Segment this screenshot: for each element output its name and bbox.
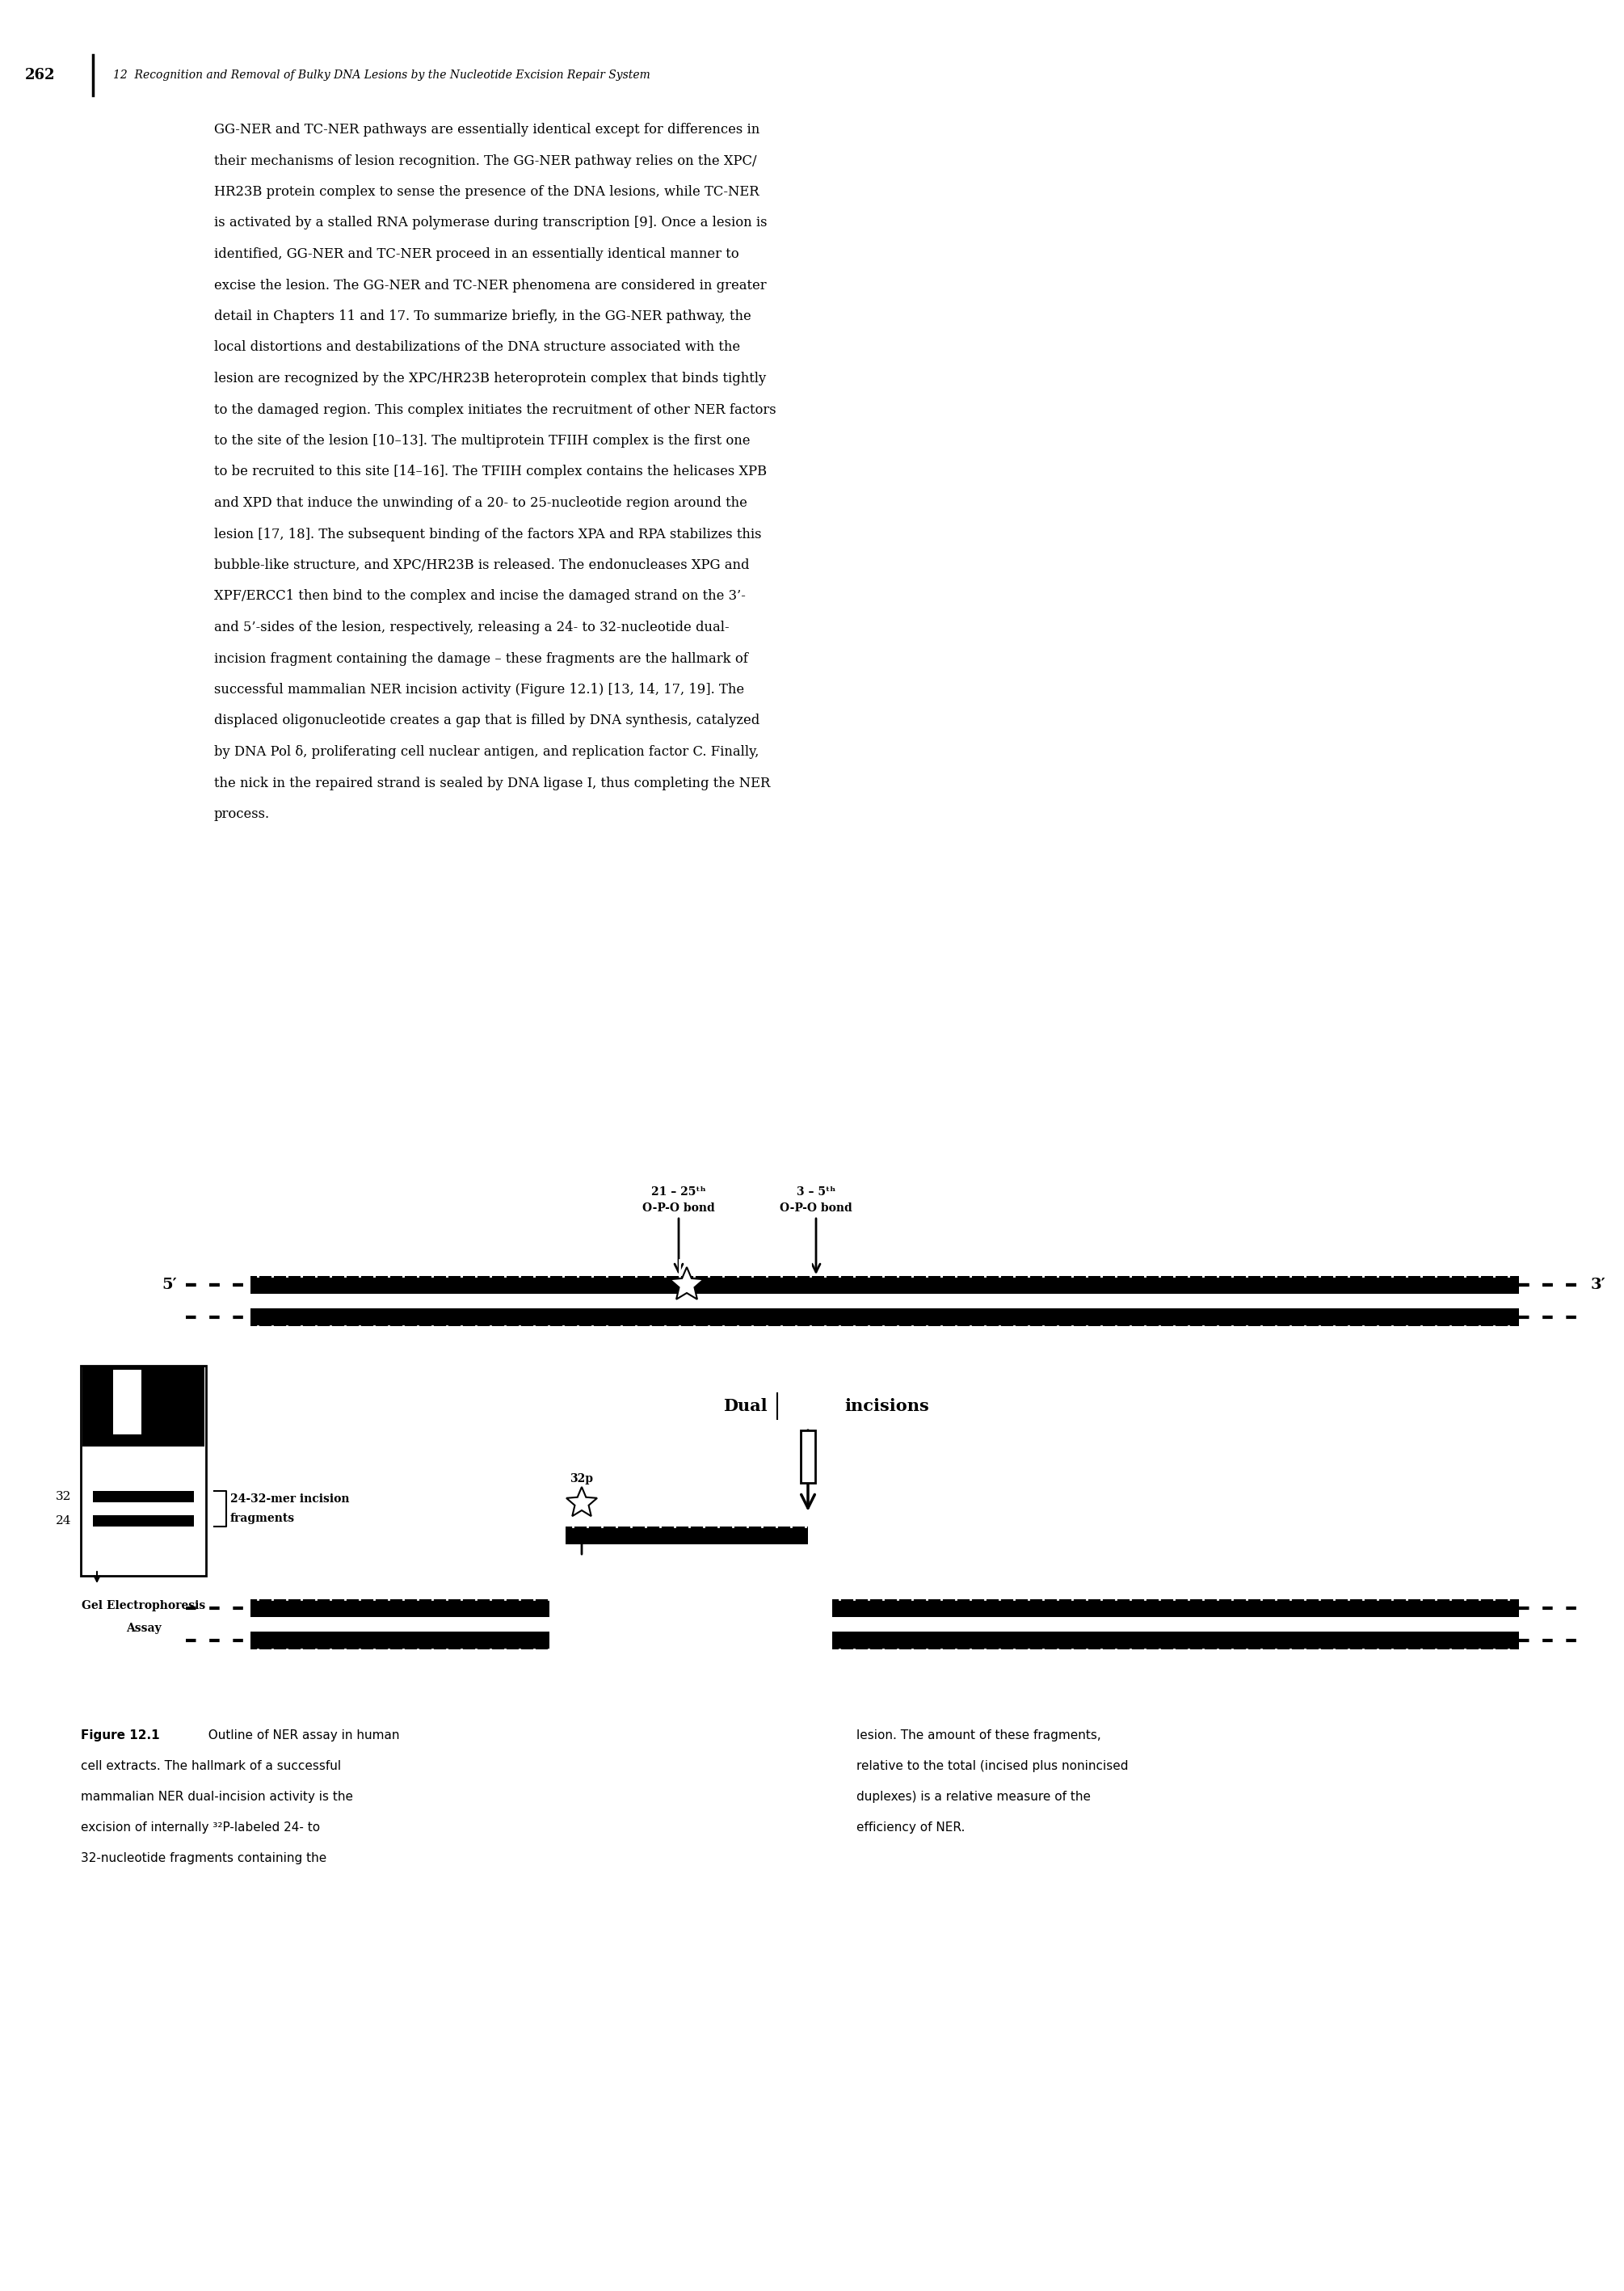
Text: successful mammalian NER incision activity (Figure 12.1) [13, 14, 17, 19]. The: successful mammalian NER incision activi… (214, 683, 744, 696)
Bar (831, 1631, 1518, 1650)
Bar (831, 1599, 1518, 1617)
Bar (250, 1599, 549, 1617)
Bar (250, 1276, 1518, 1294)
Text: HR23B protein complex to sense the presence of the DNA lesions, while TC-NER: HR23B protein complex to sense the prese… (214, 186, 758, 199)
Text: Outline of NER assay in human: Outline of NER assay in human (200, 1730, 400, 1741)
Text: excise the lesion. The GG-NER and TC-NER phenomena are considered in greater: excise the lesion. The GG-NER and TC-NER… (214, 280, 767, 293)
Text: Figure 12.1: Figure 12.1 (81, 1730, 159, 1741)
Text: Gel Electrophoresis: Gel Electrophoresis (81, 1599, 205, 1611)
Bar (81, 1365, 206, 1576)
Polygon shape (567, 1487, 598, 1517)
Text: by DNA Pol δ, proliferating cell nuclear antigen, and replication factor C. Fina: by DNA Pol δ, proliferating cell nuclear… (214, 745, 758, 758)
Text: O-P-O bond: O-P-O bond (643, 1203, 715, 1214)
Text: identified, GG-NER and TC-NER proceed in an essentially identical manner to: identified, GG-NER and TC-NER proceed in… (214, 247, 739, 261)
Text: their mechanisms of lesion recognition. The GG-NER pathway relies on the XPC/: their mechanisms of lesion recognition. … (214, 153, 757, 167)
Text: 32p: 32p (570, 1473, 593, 1485)
Text: 24-32-mer incision: 24-32-mer incision (231, 1494, 349, 1505)
Text: lesion [17, 18]. The subsequent binding of the factors XPA and RPA stabilizes th: lesion [17, 18]. The subsequent binding … (214, 527, 762, 541)
Bar (817, 1276, 1518, 1294)
Text: is activated by a stalled RNA polymerase during transcription [9]. Once a lesion: is activated by a stalled RNA polymerase… (214, 215, 767, 229)
Text: to the site of the lesion [10–13]. The multiprotein TFIIH complex is the first o: to the site of the lesion [10–13]. The m… (214, 433, 750, 447)
Bar (565, 1526, 809, 1544)
Text: XPF/ERCC1 then bind to the complex and incise the damaged strand on the 3’-: XPF/ERCC1 then bind to the complex and i… (214, 589, 745, 603)
Text: lesion. The amount of these fragments,: lesion. The amount of these fragments, (856, 1730, 1101, 1741)
Text: duplexes) is a relative measure of the: duplexes) is a relative measure of the (856, 1792, 1091, 1803)
Text: 21 – 25ᵗʰ: 21 – 25ᵗʰ (651, 1187, 706, 1198)
Text: to the damaged region. This complex initiates the recruitment of other NER facto: to the damaged region. This complex init… (214, 403, 776, 417)
Bar (801, 1430, 815, 1482)
Polygon shape (669, 1267, 703, 1299)
Text: 32-nucleotide fragments containing the: 32-nucleotide fragments containing the (81, 1851, 326, 1865)
Text: and 5’-sides of the lesion, respectively, releasing a 24- to 32-nucleotide dual-: and 5’-sides of the lesion, respectively… (214, 621, 729, 635)
Text: efficiency of NER.: efficiency of NER. (856, 1821, 965, 1833)
Bar (250, 1308, 1518, 1326)
Bar (250, 1631, 549, 1650)
Text: local distortions and destabilizations of the DNA structure associated with the: local distortions and destabilizations o… (214, 341, 741, 355)
Bar (83, 1365, 205, 1446)
Text: 12  Recognition and Removal of Bulky DNA Lesions by the Nucleotide Excision Repa: 12 Recognition and Removal of Bulky DNA … (114, 69, 650, 80)
Text: O-P-O bond: O-P-O bond (780, 1203, 853, 1214)
Text: displaced oligonucleotide creates a gap that is filled by DNA synthesis, catalyz: displaced oligonucleotide creates a gap … (214, 715, 760, 729)
Text: process.: process. (214, 806, 270, 820)
Text: excision of internally ³²P-labeled 24- to: excision of internally ³²P-labeled 24- t… (81, 1821, 320, 1833)
Text: mammalian NER dual-incision activity is the: mammalian NER dual-incision activity is … (81, 1792, 352, 1803)
Text: lesion are recognized by the XPC/HR23B heteroprotein complex that binds tightly: lesion are recognized by the XPC/HR23B h… (214, 371, 767, 385)
Text: cell extracts. The hallmark of a successful: cell extracts. The hallmark of a success… (81, 1759, 341, 1773)
Bar (250, 1276, 677, 1294)
Text: 3′: 3′ (1590, 1278, 1606, 1292)
Text: to be recruited to this site [14–16]. The TFIIH complex contains the helicases X: to be recruited to this site [14–16]. Th… (214, 465, 767, 479)
Text: Dual: Dual (723, 1398, 768, 1414)
Text: 3 – 5ᵗʰ: 3 – 5ᵗʰ (796, 1187, 836, 1198)
Text: fragments: fragments (231, 1512, 296, 1524)
Bar (114, 1370, 141, 1434)
Text: detail in Chapters 11 and 17. To summarize briefly, in the GG-NER pathway, the: detail in Chapters 11 and 17. To summari… (214, 309, 752, 323)
Text: 32: 32 (55, 1491, 71, 1503)
Text: and XPD that induce the unwinding of a 20- to 25-nucleotide region around the: and XPD that induce the unwinding of a 2… (214, 497, 747, 511)
Text: bubble-like structure, and XPC/HR23B is released. The endonucleases XPG and: bubble-like structure, and XPC/HR23B is … (214, 559, 749, 573)
Bar (93, 1514, 193, 1526)
Text: GG-NER and TC-NER pathways are essentially identical except for differences in: GG-NER and TC-NER pathways are essential… (214, 124, 760, 137)
Text: 5′: 5′ (162, 1278, 177, 1292)
Text: relative to the total (incised plus nonincised: relative to the total (incised plus noni… (856, 1759, 1129, 1773)
Text: 24: 24 (55, 1514, 71, 1526)
Text: 262: 262 (26, 69, 55, 82)
Text: incision fragment containing the damage – these fragments are the hallmark of: incision fragment containing the damage … (214, 651, 749, 664)
Bar (93, 1491, 193, 1503)
Text: Assay: Assay (125, 1622, 161, 1633)
Text: incisions: incisions (844, 1398, 929, 1414)
Text: the nick in the repaired strand is sealed by DNA ligase I, thus completing the N: the nick in the repaired strand is seale… (214, 777, 770, 790)
